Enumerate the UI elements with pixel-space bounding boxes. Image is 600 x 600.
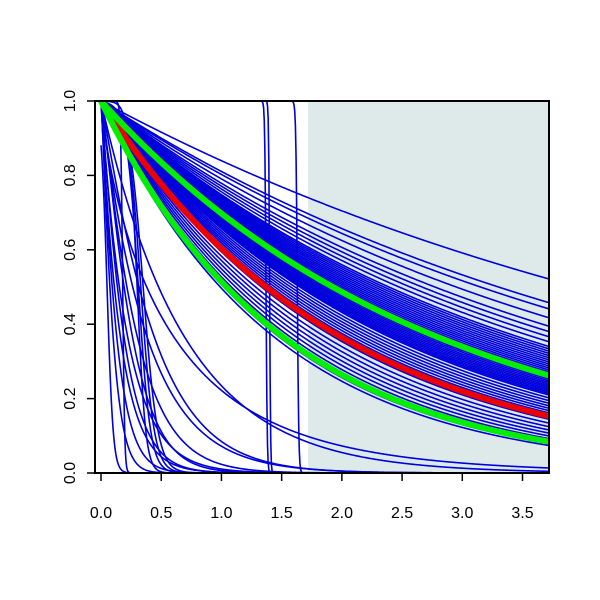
x-tick-label: 2.0 [331,505,353,522]
sample-curve-exp-47 [100,101,549,434]
lower-band-curve [98,101,549,445]
sample-curve-exp-0 [100,101,549,280]
sample-curve-exp-39 [100,101,549,410]
sample-curve-exp-4 [100,101,549,327]
sample-curve-exp-48 [100,101,549,437]
sample-curve-exp-5 [100,101,549,333]
sample-curve-step-5 [100,101,549,473]
sample-curve-exp-6 [100,101,549,338]
y-tick-label: 1.0 [62,90,79,112]
sample-curve-fast-1 [100,101,549,473]
sample-curve-exp-46 [100,101,549,431]
sample-curve-exp-45 [100,101,549,428]
x-tick-label: 2.5 [391,505,413,522]
sample-curve-exp-36 [100,101,549,402]
x-axis: 0.0 0.5 1.0 1.5 2.0 2.5 3.0 3.5 [90,473,534,522]
sample-curve-fast-2 [100,101,549,473]
y-tick-label: 0.2 [62,387,79,409]
x-tick-label: 1.5 [271,505,293,522]
sample-curve-fast-9 [100,101,549,469]
upper-band-curve [98,101,549,379]
x-tick-label: 3.0 [451,505,473,522]
estimate-curve [98,101,549,420]
sample-curve-exp-3 [100,101,549,319]
y-tick-label: 0.0 [62,462,79,484]
y-tick-label: 0.4 [62,313,79,335]
sample-curve-exp-35 [100,101,549,399]
sample-curve-exp-1 [100,101,549,304]
x-tick-label: 1.0 [210,505,232,522]
sample-curve-exp-52 [100,101,549,447]
sample-curve-exp-53 [100,101,549,473]
sample-curve-exp-34 [100,101,549,396]
x-tick-label: 0.5 [150,505,172,522]
sample-curve-exp-44 [100,101,549,424]
x-tick-label: 0.0 [90,505,112,522]
sample-curve-exp-7 [100,101,549,343]
sample-curve-exp-37 [100,101,549,405]
plot-frame [94,100,550,474]
y-tick-label: 0.6 [62,239,79,261]
y-axis: 0.0 0.2 0.4 0.6 0.8 1.0 [62,90,95,484]
y-tick-label: 0.8 [62,164,79,186]
x-tick-label: 3.5 [511,505,533,522]
sample-curve-fast-3 [100,101,549,473]
sample-curve-exp-2 [100,101,549,310]
sample-curve-exp-38 [100,101,549,407]
